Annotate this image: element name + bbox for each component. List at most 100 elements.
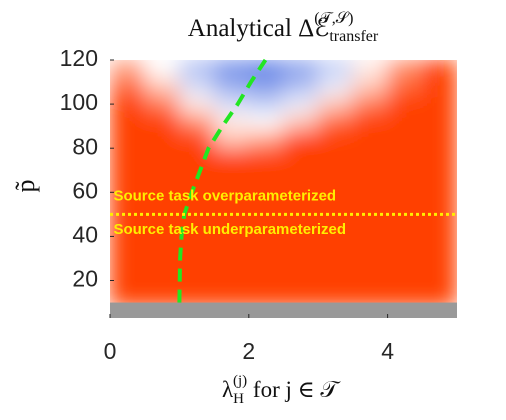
heatmap-cell: [110, 253, 146, 273]
heatmap-cell: [421, 253, 457, 273]
heatmap-cell: [317, 253, 354, 273]
chart-title: Analytical Δℰtransfer(𝒯,𝒮): [188, 10, 379, 45]
heatmap-cell: [421, 218, 457, 237]
heatmap-cell: [213, 182, 250, 202]
heatmap-cell: [387, 200, 423, 220]
heatmap-cell: [352, 271, 389, 290]
x-tick-label: 0: [104, 338, 117, 364]
heatmap-cell: [317, 165, 354, 184]
heatmap-cell: [283, 60, 319, 79]
heatmap-cell: [213, 77, 250, 96]
heatmap-cell: [178, 94, 215, 114]
heatmap-cell: [213, 94, 250, 114]
heatmap-cell: [144, 271, 180, 290]
title-text: Analytical Δℰ: [188, 15, 330, 42]
annotation: Source task underparameterized: [113, 221, 346, 238]
heatmap-cell: [213, 147, 250, 167]
heatmap-cell: [144, 235, 180, 255]
title-superscript: (𝒯,𝒮): [314, 10, 353, 27]
heatmap-cell: [283, 165, 319, 184]
heatmap-cell: [144, 218, 180, 237]
heatmap-cell: [317, 235, 354, 255]
x-axis-label: λH (j) for j ∈ 𝒯: [222, 373, 341, 407]
heatmap-cell: [213, 271, 250, 290]
heatmap: [110, 60, 457, 308]
heatmap-cell: [144, 253, 180, 273]
heatmap-cell: [387, 253, 423, 273]
heatmap-cell: [421, 112, 457, 132]
heatmap-cell: [110, 77, 146, 96]
heatmap-cell: [110, 130, 146, 149]
y-tick-label: 80: [72, 133, 98, 159]
y-tick-label: 20: [72, 266, 98, 292]
heatmap-cell: [352, 130, 389, 149]
heatmap-cell: [283, 94, 319, 114]
heatmap-cell: [352, 165, 389, 184]
heatmap-cell: [421, 271, 457, 290]
heatmap-cell: [387, 165, 423, 184]
heatmap-cell: [144, 94, 180, 114]
y-axis-label: p̃: [11, 180, 40, 193]
heatmap-cell: [248, 130, 284, 149]
y-tick-label: 40: [72, 221, 98, 247]
heatmap-cell: [144, 165, 180, 184]
heatmap-cell: [352, 182, 389, 202]
heatmap-cell: [387, 218, 423, 237]
title-subscript: transfer: [329, 28, 379, 45]
heatmap-cell: [248, 182, 284, 202]
heatmap-cell: [387, 235, 423, 255]
line-dashed: [177, 58, 268, 303]
heatmap-cell: [110, 182, 146, 202]
heatmap-cell: [178, 182, 215, 202]
heatmap-cell: [248, 94, 284, 114]
heatmap-cell: [283, 218, 319, 237]
heatmap-cell: [178, 235, 215, 255]
heatmap-cell: [178, 271, 215, 290]
heatmap-cell: [178, 218, 215, 237]
x-label-rest: for j ∈ 𝒯: [247, 377, 341, 402]
heatmap-cell: [110, 218, 146, 237]
heatmap-cell: [387, 182, 423, 202]
masked-region: [110, 302, 457, 318]
heatmap-cell: [144, 60, 180, 79]
heatmap-cell: [317, 271, 354, 290]
heatmap-cell: [387, 147, 423, 167]
heatmap-cell: [352, 253, 389, 273]
heatmap-cell: [110, 112, 146, 132]
heatmap-cell: [283, 77, 319, 96]
heatmap-cell: [110, 60, 146, 79]
heatmap-cell: [352, 60, 389, 79]
heatmap-cell: [248, 147, 284, 167]
heatmap-cell: [144, 147, 180, 167]
heatmap-cell: [283, 182, 319, 202]
heatmap-cell: [213, 235, 250, 255]
heatmap-cell: [213, 218, 250, 237]
heatmap-cell: [421, 147, 457, 167]
heatmap-cell: [283, 235, 319, 255]
heatmap-cell: [352, 77, 389, 96]
y-tick-label: 100: [60, 89, 98, 115]
heatmap-cell: [110, 94, 146, 114]
overlay: Source task overparameterized Source task…: [110, 58, 457, 318]
heatmap-cell: [144, 182, 180, 202]
heatmap-cell: [317, 60, 354, 79]
heatmap-cell: [352, 200, 389, 220]
heatmap-cell: [110, 235, 146, 255]
x-tick-label: 2: [242, 338, 255, 364]
heatmap-cell: [110, 165, 146, 184]
heatmap-cell: [178, 253, 215, 273]
heatmap-cell: [178, 77, 215, 96]
heatmap-cell: [283, 130, 319, 149]
heatmap-cell: [178, 112, 215, 132]
y-tick-label: 120: [60, 45, 98, 71]
heatmap-cell: [144, 130, 180, 149]
heatmap-cell: [248, 60, 284, 79]
heatmap-cell: [248, 235, 284, 255]
heatmap-cell: [317, 147, 354, 167]
heatmap-cell: [213, 112, 250, 132]
heatmap-cell: [352, 94, 389, 114]
heatmap-cell: [283, 112, 319, 132]
x-label-symbol: λ: [222, 377, 234, 402]
heatmap-cell: [213, 253, 250, 273]
